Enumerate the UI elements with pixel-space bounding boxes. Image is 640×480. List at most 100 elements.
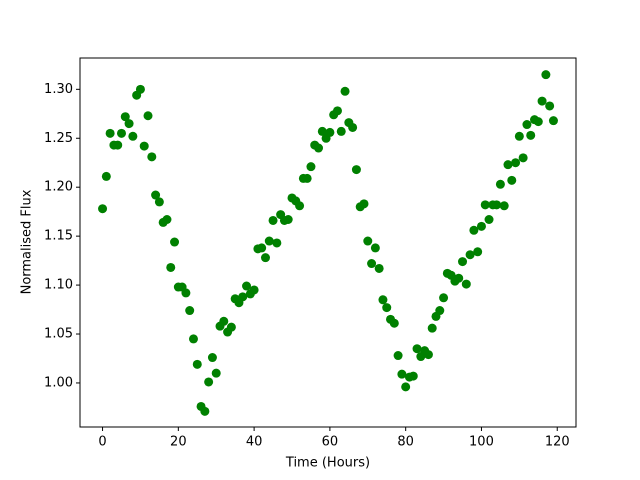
data-point bbox=[317, 126, 327, 136]
data-point bbox=[435, 306, 445, 316]
data-point bbox=[465, 250, 475, 260]
data-point bbox=[200, 406, 210, 416]
data-point bbox=[526, 130, 536, 140]
data-point bbox=[238, 292, 248, 302]
data-point bbox=[374, 263, 384, 273]
data-point bbox=[514, 131, 524, 141]
data-point bbox=[219, 316, 229, 326]
data-point bbox=[249, 285, 259, 295]
data-point bbox=[128, 131, 138, 141]
data-point bbox=[226, 322, 236, 332]
data-point bbox=[348, 122, 358, 132]
data-point bbox=[389, 318, 399, 328]
data-point bbox=[185, 306, 195, 316]
data-point bbox=[283, 214, 293, 224]
data-point bbox=[188, 334, 198, 344]
data-point bbox=[461, 279, 471, 289]
data-point bbox=[332, 106, 342, 116]
data-point bbox=[98, 204, 108, 214]
y-tick-label: 1.20 bbox=[44, 180, 73, 195]
data-point bbox=[166, 262, 176, 272]
data-point bbox=[351, 165, 361, 175]
data-point bbox=[116, 128, 126, 138]
data-point bbox=[325, 127, 335, 137]
axes-frame bbox=[79, 57, 577, 428]
data-point bbox=[306, 162, 316, 172]
data-point bbox=[401, 382, 411, 392]
y-tick-label: 1.10 bbox=[44, 278, 73, 293]
data-point bbox=[105, 128, 115, 138]
data-point bbox=[537, 96, 547, 106]
data-point bbox=[518, 153, 528, 163]
data-point bbox=[476, 221, 486, 231]
y-tick-label: 1.25 bbox=[44, 131, 73, 146]
x-axis-label: Time (Hours) bbox=[285, 456, 370, 471]
x-tick-label: 80 bbox=[397, 435, 414, 450]
data-point bbox=[264, 236, 274, 246]
data-point bbox=[397, 369, 407, 379]
data-point bbox=[499, 201, 509, 211]
x-tick-label: 100 bbox=[469, 435, 494, 450]
x-tick-label: 0 bbox=[98, 435, 106, 450]
data-point bbox=[378, 295, 388, 305]
data-point bbox=[408, 371, 418, 381]
data-point bbox=[548, 116, 558, 126]
data-point bbox=[257, 243, 267, 253]
x-tick-label: 120 bbox=[545, 435, 570, 450]
data-point bbox=[147, 152, 157, 162]
data-point bbox=[124, 119, 134, 129]
y-tick-label: 1.05 bbox=[44, 327, 73, 342]
x-tick-label: 40 bbox=[246, 435, 263, 450]
data-point bbox=[272, 238, 282, 248]
y-axis-label: Normalised Flux bbox=[20, 189, 35, 294]
data-point bbox=[359, 199, 369, 209]
data-point bbox=[522, 120, 532, 130]
data-point bbox=[143, 111, 153, 121]
data-point bbox=[480, 200, 490, 210]
data-point bbox=[473, 247, 483, 257]
data-point bbox=[423, 350, 433, 360]
data-point bbox=[135, 84, 145, 94]
data-point bbox=[139, 141, 149, 151]
data-point bbox=[170, 237, 180, 247]
x-tick-label: 60 bbox=[322, 435, 339, 450]
data-point bbox=[541, 70, 551, 80]
data-point bbox=[370, 243, 380, 253]
data-point bbox=[492, 200, 502, 210]
data-point bbox=[204, 377, 214, 387]
data-point bbox=[511, 158, 521, 168]
data-point bbox=[507, 175, 517, 185]
data-point bbox=[113, 140, 123, 150]
data-point bbox=[268, 215, 278, 225]
data-point bbox=[242, 281, 252, 291]
data-point bbox=[454, 273, 464, 283]
data-point bbox=[545, 101, 555, 111]
data-point bbox=[533, 117, 543, 127]
y-tick-label: 1.30 bbox=[44, 82, 73, 97]
data-point bbox=[495, 179, 505, 189]
data-point bbox=[336, 126, 346, 136]
data-point bbox=[427, 323, 437, 333]
data-point bbox=[484, 214, 494, 224]
data-point bbox=[367, 259, 377, 269]
data-point bbox=[439, 293, 449, 303]
data-point bbox=[192, 359, 202, 369]
data-point bbox=[393, 351, 403, 361]
data-point bbox=[382, 303, 392, 313]
data-point bbox=[151, 190, 161, 200]
data-point bbox=[458, 257, 468, 267]
data-point bbox=[207, 353, 217, 363]
y-tick-label: 1.15 bbox=[44, 229, 73, 244]
data-point bbox=[181, 288, 191, 298]
data-point bbox=[503, 160, 513, 170]
data-point bbox=[120, 112, 130, 122]
data-point bbox=[162, 214, 172, 224]
data-point bbox=[154, 197, 164, 207]
data-point bbox=[260, 253, 270, 263]
data-point bbox=[469, 225, 479, 235]
data-point bbox=[211, 368, 221, 378]
x-tick-label: 20 bbox=[170, 435, 187, 450]
y-tick-label: 1.00 bbox=[44, 375, 73, 390]
data-point bbox=[363, 236, 373, 246]
